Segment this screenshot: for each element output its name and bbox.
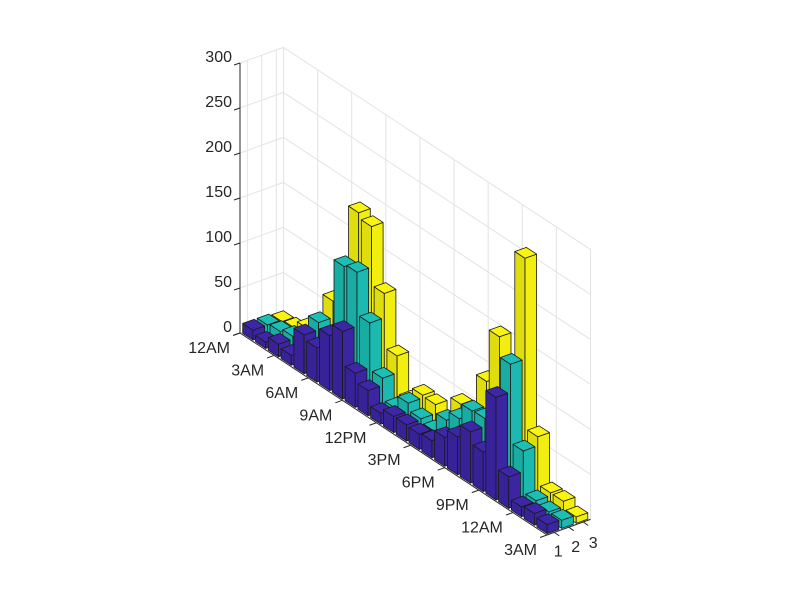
z-tick-label: 50 xyxy=(214,274,232,291)
row-tick-label: 6AM xyxy=(265,385,298,402)
bar-top-face xyxy=(552,489,576,502)
row-tick xyxy=(539,534,548,538)
z-tick xyxy=(233,152,241,156)
bar-top-face xyxy=(498,465,521,478)
gridline-z xyxy=(283,46,591,250)
z-tick xyxy=(233,197,241,201)
bar-r24-c1 xyxy=(536,513,560,534)
bar-top-face xyxy=(386,344,410,357)
row-tick xyxy=(437,467,445,471)
column-tick xyxy=(553,531,560,537)
bar-top-face xyxy=(536,513,560,525)
bar-top-face xyxy=(271,310,295,323)
column-tick-label: 1 xyxy=(554,543,563,560)
row-tick xyxy=(335,399,343,404)
gridline-z xyxy=(283,136,591,340)
bar-front-face xyxy=(446,429,459,476)
bar-top-face xyxy=(307,311,331,324)
bar-top-face xyxy=(242,318,266,331)
row-tick-label: 12AM xyxy=(188,340,230,357)
bar-front-face xyxy=(485,390,497,501)
bar-top-face xyxy=(514,246,537,259)
bar-top-face xyxy=(382,405,406,417)
bar-top-face xyxy=(527,425,550,438)
bar-top-face xyxy=(540,481,563,494)
column-tick-label: 3 xyxy=(589,535,598,552)
row-tick xyxy=(403,444,411,449)
bar-top-face xyxy=(395,413,419,426)
axes xyxy=(232,62,591,538)
gridline-z xyxy=(283,181,591,385)
row-tick xyxy=(471,489,479,494)
z-tick xyxy=(233,107,241,111)
row-tick-label: 3PM xyxy=(368,452,401,469)
bar-top-face xyxy=(344,361,368,374)
row-tick-label: 6PM xyxy=(402,475,435,492)
bar-front-face xyxy=(331,324,343,400)
row-tick-label: 12PM xyxy=(325,430,367,447)
z-tick-label: 300 xyxy=(205,49,232,66)
bar-top-face xyxy=(523,502,547,514)
bar-top-face xyxy=(267,332,291,345)
z-tick-label: 100 xyxy=(205,229,232,246)
row-tick xyxy=(266,354,275,359)
row-tick xyxy=(301,377,309,381)
z-tick-label: 200 xyxy=(205,139,232,156)
z-tick xyxy=(233,287,241,291)
tick-labels: 05010015020025030012AM3AM6AM9AM12PM3PM6P… xyxy=(188,49,598,560)
bar-top-face xyxy=(373,282,397,294)
row-tick xyxy=(505,512,514,516)
column-tick-label: 2 xyxy=(571,539,580,556)
z-tick xyxy=(233,242,241,246)
bars xyxy=(242,201,589,534)
bar-top-face xyxy=(256,313,280,326)
bar-top-face xyxy=(371,366,395,379)
bar-top-face xyxy=(359,311,382,324)
gridline-z xyxy=(283,91,591,295)
row-axis xyxy=(239,332,548,536)
bar-top-face xyxy=(293,323,317,336)
row-tick xyxy=(369,422,377,426)
row-tick-label: 3AM xyxy=(504,542,537,559)
bar-top-face xyxy=(488,325,512,338)
bar-top-face xyxy=(510,495,534,508)
bar-top-face xyxy=(408,422,432,435)
bar-top-face xyxy=(485,386,509,398)
bar-front-face xyxy=(319,328,331,392)
bar-r8-c1 xyxy=(331,320,355,400)
column-tick xyxy=(582,521,589,526)
bar-top-face xyxy=(461,399,485,412)
bar-front-face xyxy=(472,444,484,493)
bar-r1-c1 xyxy=(242,318,266,341)
z-tick-label: 250 xyxy=(205,94,232,111)
z-tick-label: 0 xyxy=(223,319,232,336)
bar-top-face xyxy=(346,260,370,273)
bar-top-face xyxy=(331,320,355,332)
bar-top-face xyxy=(551,508,574,521)
bar-top-face xyxy=(512,439,536,452)
row-tick-label: 12AM xyxy=(461,520,503,537)
bar-top-face xyxy=(424,393,448,406)
bar-top-face xyxy=(360,215,384,228)
bar-top-face xyxy=(459,420,483,433)
row-tick-label: 9PM xyxy=(436,497,469,514)
bar-top-face xyxy=(525,489,549,502)
z-tick-label: 150 xyxy=(205,184,232,201)
bar-front-face xyxy=(293,327,305,375)
bar-top-face xyxy=(397,391,421,404)
bar-top-face xyxy=(411,383,435,396)
column-tick xyxy=(568,526,575,532)
row-tick-label: 9AM xyxy=(299,407,332,424)
z-tick xyxy=(233,62,241,66)
bar-top-face xyxy=(348,201,371,214)
bar-front-face xyxy=(459,424,471,484)
bar-top-face xyxy=(499,352,523,365)
bar-top-face xyxy=(565,505,589,518)
row-tick-label: 3AM xyxy=(231,362,264,379)
bar-top-face xyxy=(357,379,381,392)
row-tick xyxy=(232,332,241,336)
bar-top-face xyxy=(410,407,434,420)
